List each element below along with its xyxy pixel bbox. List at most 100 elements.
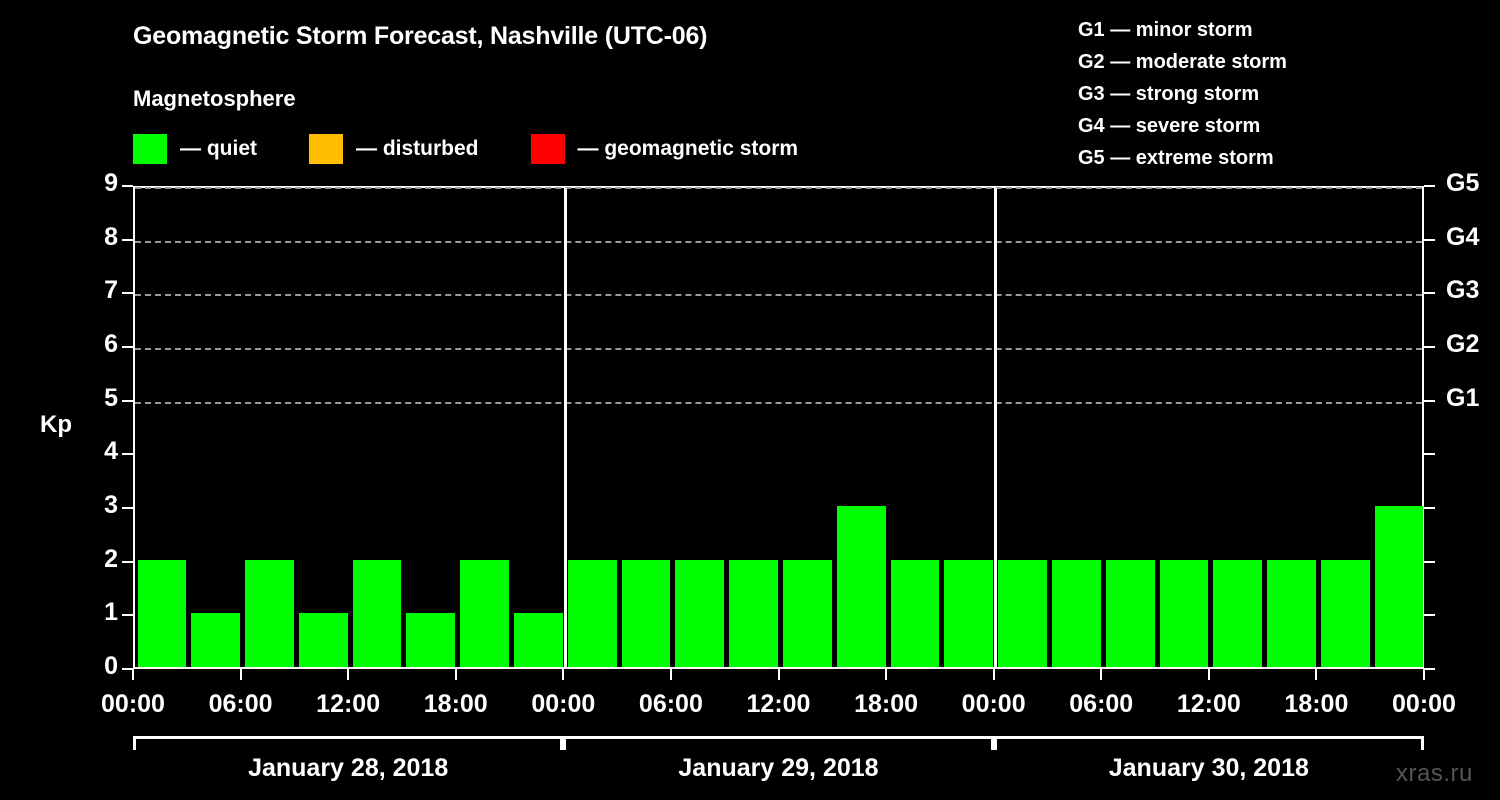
magnetosphere-label: Magnetosphere (133, 86, 296, 111)
right-axis-tick-6 (1424, 346, 1435, 348)
x-axis-label: 18:00 (423, 690, 488, 718)
x-axis-label: 18:00 (1284, 690, 1349, 718)
right-axis-tick-8 (1424, 238, 1435, 241)
x-axis-tick (132, 669, 134, 680)
right-axis-tick-9 (1424, 185, 1435, 187)
x-axis-label: 12:00 (1176, 690, 1241, 718)
bar (1374, 506, 1424, 667)
y-axis-tick-8 (122, 238, 133, 241)
x-axis-tick (1315, 669, 1318, 680)
bar (675, 559, 725, 667)
x-axis-tick (1207, 669, 1210, 680)
g-axis-label-g4: G4 (1446, 222, 1480, 251)
y-axis-label-7: 7 (104, 276, 118, 305)
bar (944, 559, 994, 667)
legend-label-disturbed: — disturbed (356, 137, 479, 160)
x-axis-label: 06:00 (1069, 690, 1134, 718)
gridline-kp-8 (135, 240, 1422, 243)
bar (514, 613, 563, 667)
x-axis-label: 00:00 (961, 690, 1026, 718)
x-axis-tick (777, 669, 780, 680)
bar (998, 559, 1047, 667)
gscale-item-g4: G4 — severe storm (1078, 115, 1261, 137)
g-axis-label-g1: G1 (1446, 383, 1480, 412)
day-bracket (993, 736, 1424, 750)
bar (1267, 559, 1316, 667)
legend-swatch-quiet-icon (133, 134, 167, 164)
x-axis-tick (239, 669, 242, 680)
y-axis-tick-4 (122, 453, 133, 456)
y-axis-label-3: 3 (104, 491, 118, 519)
x-axis-tick (885, 669, 888, 680)
bar (567, 559, 617, 667)
bar (298, 613, 348, 667)
color-legend: — quiet — disturbed — geomagnetic storm (133, 133, 798, 165)
gscale-item-g5: G5 — extreme storm (1078, 147, 1274, 169)
y-axis-tick-9 (122, 185, 133, 187)
y-axis-tick-6 (122, 346, 133, 348)
x-axis-tick (1100, 669, 1103, 680)
right-axis-tick-5 (1424, 399, 1435, 402)
plot-area (133, 186, 1424, 669)
day-label: January 30, 2018 (1108, 754, 1309, 782)
y-axis-label-2: 2 (104, 544, 118, 573)
watermark: xras.ru (1396, 760, 1473, 787)
y-axis-label-5: 5 (104, 383, 118, 412)
bar (1320, 559, 1370, 667)
gridline-kp-5 (135, 401, 1422, 404)
bar (890, 559, 940, 667)
y-axis-tick-2 (122, 560, 133, 563)
right-axis-tick-7 (1424, 292, 1435, 295)
day-bracket (563, 736, 994, 750)
bar (783, 559, 832, 667)
day-label: January 28, 2018 (248, 754, 449, 782)
x-axis-label: 12:00 (316, 690, 381, 718)
gscale-item-g1: G1 — minor storm (1078, 19, 1253, 41)
right-axis-tick-4 (1424, 453, 1435, 456)
y-axis-label-1: 1 (104, 598, 118, 627)
gridline-kp-7 (135, 294, 1422, 297)
gscale-legend: G1 — minor storm G2 — moderate storm G3 … (1078, 14, 1287, 174)
bar (1105, 559, 1155, 667)
day-separator (563, 188, 567, 667)
g-axis-label-g3: G3 (1446, 276, 1480, 305)
x-axis-tick (562, 669, 565, 680)
x-axis-tick (1423, 669, 1425, 680)
right-axis-tick-1 (1424, 614, 1435, 617)
legend-item-storm: — geomagnetic storm (530, 133, 799, 165)
g-axis-label-g2: G2 (1446, 330, 1480, 358)
y-axis-label-9: 9 (104, 169, 118, 197)
x-axis-label: 06:00 (638, 690, 703, 718)
bar (352, 559, 402, 667)
g-axis-label-g5: G5 (1446, 169, 1480, 197)
x-axis-label: 06:00 (208, 690, 273, 718)
bar (245, 559, 294, 667)
bar (836, 506, 886, 667)
x-axis-label: 00:00 (1392, 690, 1456, 718)
y-axis-tick-0 (122, 668, 133, 670)
legend-label-quiet: — quiet (180, 137, 257, 160)
y-axis-label-8: 8 (104, 222, 118, 251)
x-axis-label: 12:00 (746, 690, 811, 718)
day-label: January 29, 2018 (678, 754, 879, 782)
gscale-item-g2: G2 — moderate storm (1078, 51, 1287, 73)
y-axis-label-6: 6 (104, 330, 118, 358)
bar (1159, 559, 1209, 667)
bar (621, 559, 671, 667)
page-title: Geomagnetic Storm Forecast, Nashville (U… (133, 22, 708, 50)
legend-swatch-disturbed-icon (309, 134, 343, 164)
right-axis-tick-3 (1424, 507, 1435, 509)
y-axis-tick-1 (122, 614, 133, 617)
bar (406, 613, 456, 667)
bar (1051, 559, 1101, 667)
bar (729, 559, 778, 667)
x-axis-tick (454, 669, 457, 680)
y-axis-label-0: 0 (104, 652, 118, 680)
day-separator (994, 188, 998, 667)
y-axis-tick-5 (122, 399, 133, 402)
legend-label-storm: — geomagnetic storm (577, 137, 799, 160)
legend-swatch-storm-icon (530, 134, 565, 164)
gscale-item-g3: G3 — strong storm (1078, 83, 1260, 105)
bar (137, 559, 187, 667)
x-axis-label: 00:00 (531, 690, 596, 718)
